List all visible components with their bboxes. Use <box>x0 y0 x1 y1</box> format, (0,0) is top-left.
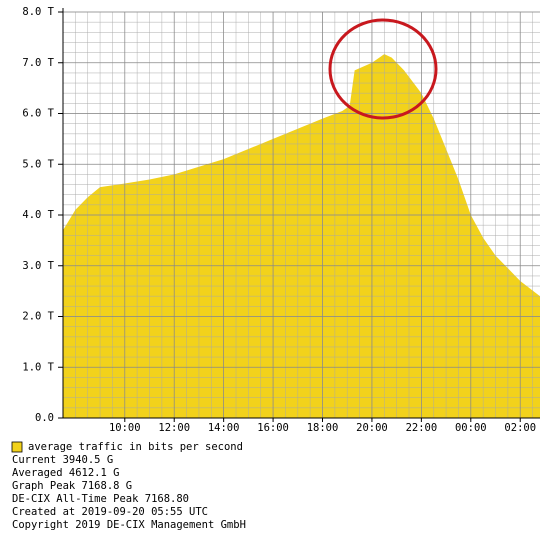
y-tick-label: 1.0 T <box>22 361 54 373</box>
info-line: Graph Peak 7168.8 G <box>12 480 132 492</box>
highlight-circle <box>328 18 438 120</box>
x-tick-label: 00:00 <box>455 422 487 434</box>
plot-area <box>62 11 540 419</box>
info-line: Created at 2019-09-20 05:55 UTC <box>12 506 208 518</box>
legend-swatch <box>11 441 23 453</box>
legend-label: average traffic in bits per second <box>28 441 243 453</box>
y-tick-label: 7.0 T <box>22 57 54 69</box>
x-tick-label: 12:00 <box>158 422 190 434</box>
y-tick-label: 2.0 T <box>22 311 54 323</box>
info-line: DE-CIX All-Time Peak 7168.80 <box>12 493 189 505</box>
info-line: Current 3940.5 G <box>12 454 113 466</box>
x-tick-label: 14:00 <box>208 422 240 434</box>
x-tick-label: 16:00 <box>257 422 289 434</box>
area <box>63 54 540 419</box>
x-tick-label: 20:00 <box>356 422 388 434</box>
y-tick-label: 6.0 T <box>22 108 54 120</box>
y-tick-label: 8.0 T <box>22 6 54 18</box>
y-tick-label: 3.0 T <box>22 260 54 272</box>
info-line: Copyright 2019 DE-CIX Management GmbH <box>12 519 246 531</box>
y-tick-label: 0.0 <box>35 412 54 424</box>
y-tick-label: 5.0 T <box>22 158 54 170</box>
x-tick-label: 02:00 <box>504 422 536 434</box>
x-tick-label: 22:00 <box>406 422 438 434</box>
y-tick-label: 4.0 T <box>22 209 54 221</box>
info-line: Averaged 4612.1 G <box>12 467 119 479</box>
x-tick-label: 18:00 <box>307 422 339 434</box>
x-tick-label: 10:00 <box>109 422 141 434</box>
